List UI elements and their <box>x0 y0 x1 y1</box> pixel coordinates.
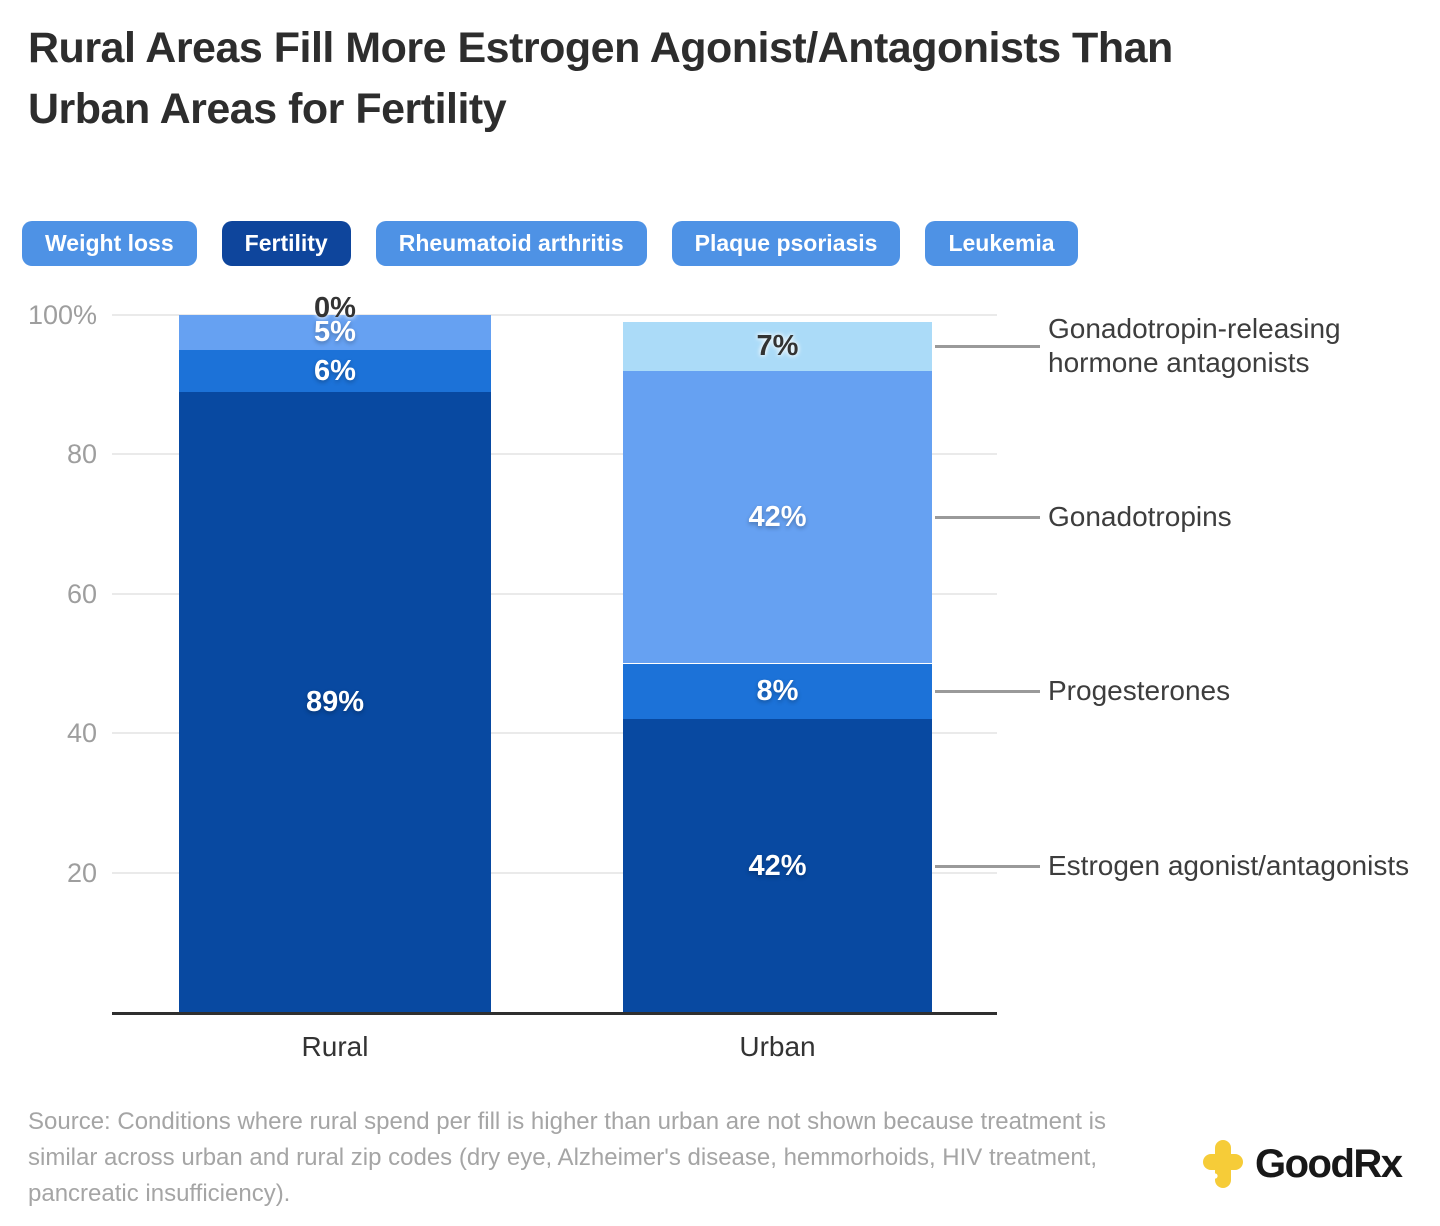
gridline-40 <box>112 732 997 735</box>
bar-value-label: 89% <box>305 685 365 718</box>
tab-plaque-psoriasis[interactable]: Plaque psoriasis <box>671 221 901 266</box>
tab-fertility[interactable]: Fertility <box>221 221 351 266</box>
annotation-connector-gonadotropin-releasing-hormone-antagonists <box>935 345 1040 349</box>
bar-value-label: 42% <box>748 501 807 534</box>
y-axis-tick-60: 60 <box>66 578 97 609</box>
bar-value-label: 5% <box>314 316 356 349</box>
bar-value-label: 7% <box>756 330 799 363</box>
x-axis-label-urban: Urban <box>739 1031 816 1062</box>
x-axis-line <box>112 1012 997 1015</box>
gridline-80 <box>112 453 997 456</box>
goodrx-logo: GoodRx <box>1203 1140 1403 1188</box>
annotation-connector-estrogen-agonist-antagonists <box>935 864 1040 868</box>
annotation-connector-progesterones <box>935 690 1040 694</box>
bar-segment-rural-gonadotropins[interactable] <box>179 315 491 350</box>
page-title-line-2: Urban Areas for Fertility <box>28 85 507 133</box>
bar-segment-urban-gonadotropin-releasing-hormone-antagonists[interactable] <box>623 321 932 371</box>
bar-value-label: 6% <box>314 354 356 387</box>
source-note: Source: Conditions where rural spend per… <box>28 1108 1106 1207</box>
series-label-progesterones: Progesterones <box>1048 675 1231 707</box>
gridline-60 <box>112 592 997 595</box>
gridline-100 <box>112 314 997 316</box>
y-axis-tick-20: 20 <box>66 857 97 888</box>
goodrx-wordmark: GoodRx <box>1255 1141 1403 1186</box>
tab-weight-loss[interactable]: Weight loss <box>22 221 197 266</box>
tab-leukemia[interactable]: Leukemia <box>925 221 1078 266</box>
bar-segment-rural-progesterones[interactable] <box>179 349 491 392</box>
series-label-gonadotropins: Gonadotropins <box>1048 501 1232 533</box>
series-label-gonadotropin-releasing-hormone-antagonists: Gonadotropin-releasing hormone antagonis… <box>1048 313 1341 379</box>
bar-segment-urban-progesterones[interactable] <box>623 663 932 720</box>
bar-segment-urban-gonadotropins[interactable] <box>623 370 932 664</box>
plus-icon <box>1203 1140 1243 1188</box>
page-title-line-1: Rural Areas Fill More Estrogen Agonist/A… <box>28 24 1173 72</box>
x-axis-label-rural: Rural <box>301 1031 369 1062</box>
annotation-connector-gonadotropins <box>935 516 1040 520</box>
bar-segment-urban-estrogen-agonist-antagonists[interactable] <box>623 719 932 1012</box>
condition-tabs: Weight loss Fertility Rheumatoid arthrit… <box>22 221 1078 266</box>
bar-value-label: 0% <box>314 292 356 324</box>
y-axis-tick-80: 80 <box>66 439 97 470</box>
y-axis-tick-40: 40 <box>66 718 97 749</box>
series-label-estrogen-agonist-antagonists: Estrogen agonist/antagonists <box>1048 849 1410 881</box>
bar-value-label: 8% <box>756 675 799 708</box>
page-title: Rural Areas Fill More Estrogen Agonist/A… <box>28 18 1173 140</box>
bar-value-label: 42% <box>748 849 807 882</box>
gridline-20 <box>112 871 997 874</box>
y-axis-tick-100: 100% <box>27 300 97 330</box>
bar-segment-rural-estrogen-agonist-antagonists[interactable] <box>179 391 491 1012</box>
tab-rheumatoid-arthritis[interactable]: Rheumatoid arthritis <box>375 221 647 266</box>
